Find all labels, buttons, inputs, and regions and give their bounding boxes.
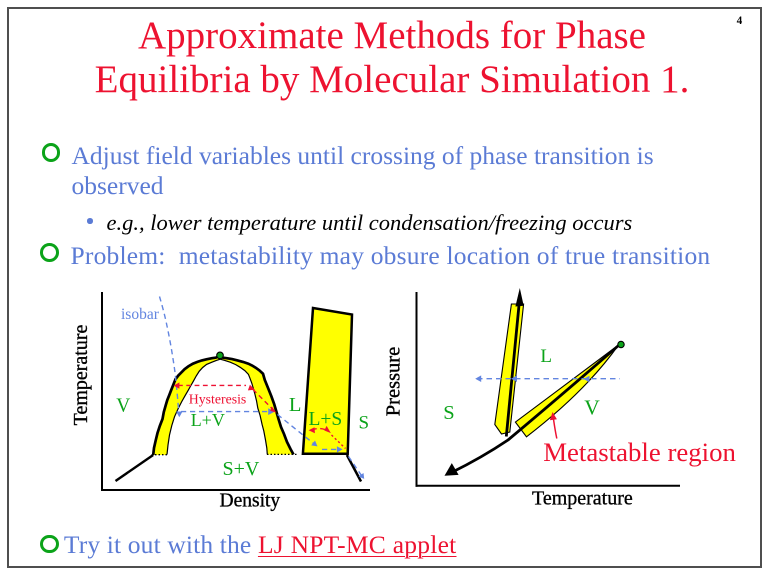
svg-text:Density: Density [220, 491, 281, 512]
svg-text:L: L [289, 394, 302, 416]
svg-text:Metastable region: Metastable region [543, 437, 736, 467]
svg-text:L: L [540, 346, 552, 367]
svg-text:L+V: L+V [191, 410, 225, 430]
svg-text:Hysteresis: Hysteresis [189, 391, 246, 406]
svg-text:V: V [584, 396, 600, 420]
svg-text:L+S: L+S [309, 409, 343, 430]
svg-text:S+V: S+V [223, 458, 260, 480]
svg-text:isobar: isobar [121, 306, 160, 323]
svg-text:S: S [359, 413, 370, 434]
svg-text:V: V [116, 396, 130, 417]
svg-text:Temperature: Temperature [70, 324, 92, 425]
svg-text:Pressure: Pressure [383, 347, 405, 416]
svg-text:S: S [443, 402, 454, 424]
svg-text:Temperature: Temperature [532, 487, 633, 509]
